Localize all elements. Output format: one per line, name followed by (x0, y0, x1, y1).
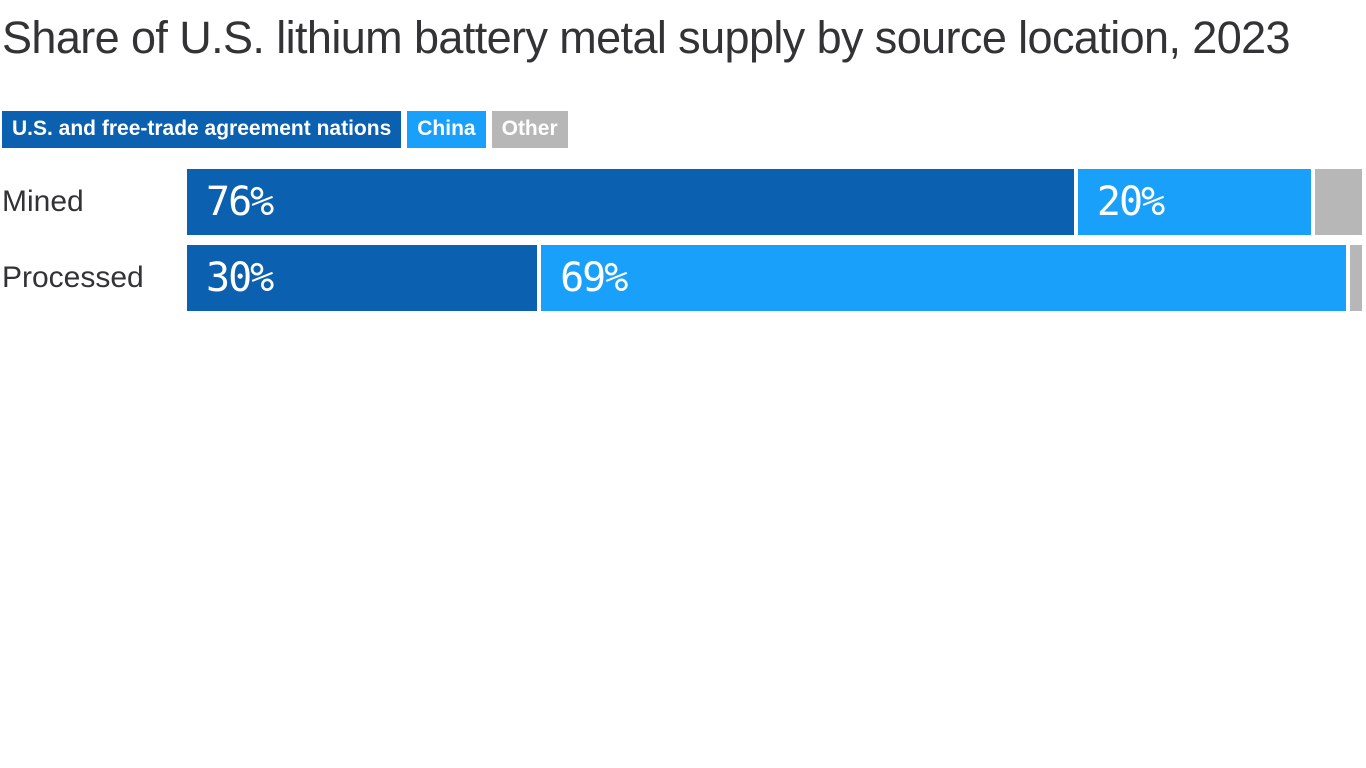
legend-item-other: Other (491, 111, 568, 148)
legend-item-china: China (407, 111, 486, 148)
bar-segment-china: 69% (541, 245, 1347, 311)
chart-card: Share of U.S. lithium battery metal supp… (0, 0, 1366, 311)
row-label: Mined (2, 185, 84, 218)
bar-segment-other (1350, 245, 1362, 311)
legend-item-us_fta: U.S. and free-trade agreement nations (2, 111, 402, 148)
bar-segment-us_fta: 30% (187, 245, 538, 311)
chart-row: Processed 30% 69% (2, 245, 1362, 311)
chart-title: Share of U.S. lithium battery metal supp… (2, 12, 1291, 63)
chart-row: Mined 76% 20% (2, 169, 1363, 235)
stacked-bar-chart: Mined 76% 20% Processed 30% 69% (2, 169, 1363, 311)
segment-value-label: 30% (206, 255, 274, 301)
bar-segment-china: 20% (1077, 169, 1312, 235)
segment-value-label: 69% (560, 255, 628, 301)
bar-segment-other (1315, 169, 1363, 235)
bar-track: 30% 69% (187, 245, 1362, 311)
bar-segment-us_fta: 76% (187, 169, 1074, 235)
legend: U.S. and free-trade agreement nations Chi… (2, 111, 1366, 148)
segment-value-label: 76% (206, 179, 274, 225)
segment-value-label: 20% (1096, 179, 1165, 225)
bar-track: 76% 20% (187, 169, 1363, 235)
row-label: Processed (2, 261, 144, 294)
